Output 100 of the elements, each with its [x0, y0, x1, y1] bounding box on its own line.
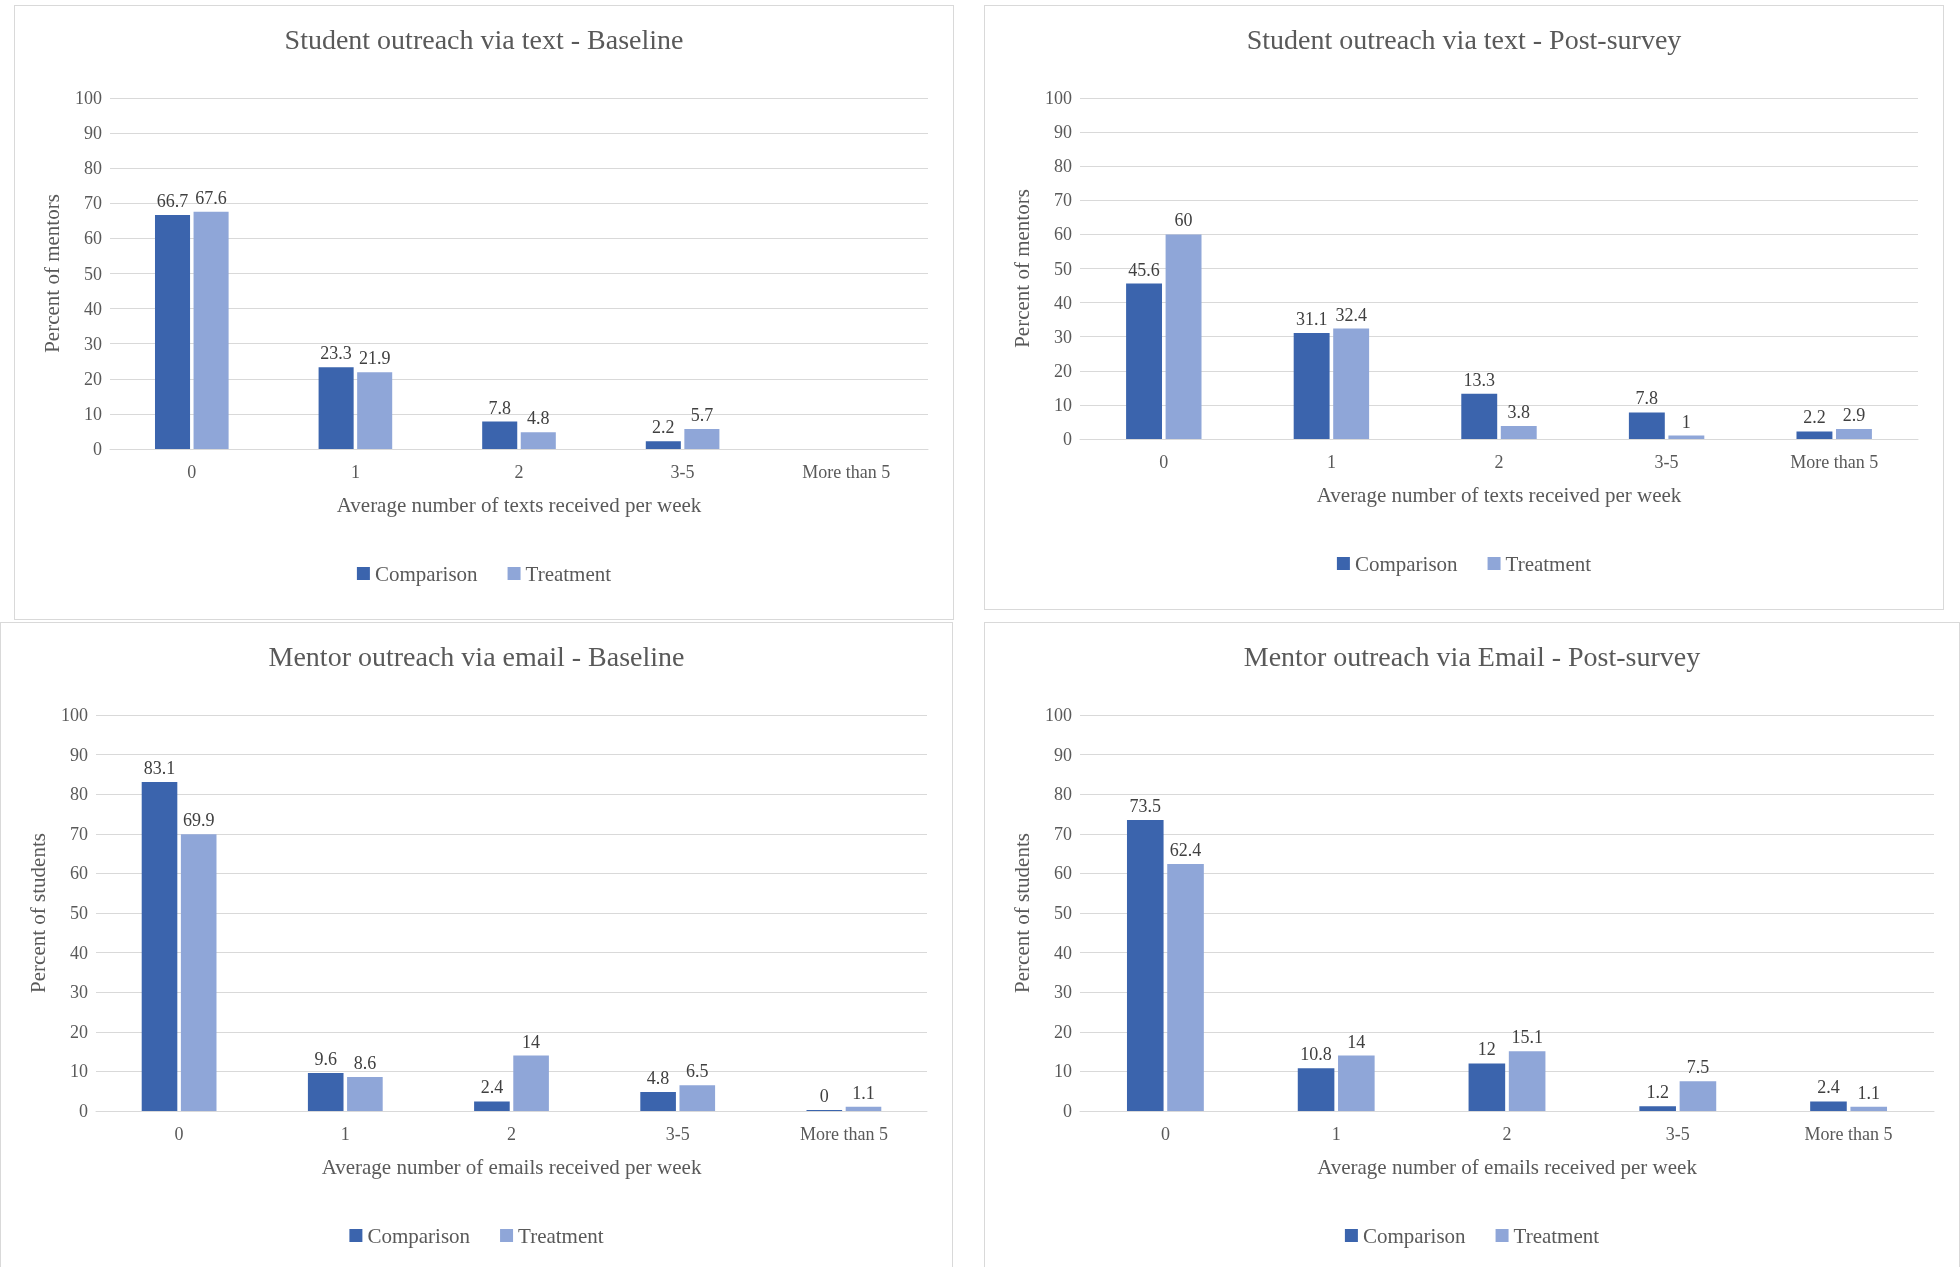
- data-label: 73.5: [1129, 795, 1162, 816]
- y-tick-label: 10: [1054, 1061, 1072, 1082]
- data-label: 5.7: [690, 404, 714, 425]
- bar: [347, 1076, 383, 1111]
- bar: [482, 421, 518, 449]
- y-tick-label: 100: [75, 88, 102, 108]
- bar: [1468, 1063, 1506, 1111]
- data-label: 2.9: [1842, 405, 1866, 426]
- data-label: 13.3: [1463, 369, 1495, 390]
- y-tick-label: 40: [70, 942, 88, 963]
- x-tick-label: 0: [1160, 1124, 1170, 1144]
- legend-label: Treatment: [518, 1223, 604, 1248]
- legend-label: Treatment: [525, 561, 612, 586]
- bar: [1333, 328, 1370, 439]
- legend-label: Comparison: [367, 1223, 471, 1248]
- y-tick-label: 70: [84, 193, 102, 214]
- chart-title: Mentor outreach via email - Baseline: [268, 640, 685, 672]
- y-axis-title: Percent of mentors: [1009, 189, 1034, 348]
- x-tick-label: 3-5: [665, 1124, 690, 1144]
- x-tick-label: 2: [507, 1124, 516, 1144]
- legend-label: Comparison: [1354, 551, 1459, 576]
- bar: [1796, 431, 1833, 439]
- data-label: 4.8: [527, 408, 550, 429]
- x-tick-label: More than 5: [1790, 452, 1879, 472]
- legend-label: Comparison: [374, 561, 479, 586]
- y-tick-label: 80: [1054, 784, 1072, 805]
- x-tick-label: 1: [350, 462, 360, 482]
- bar: [1679, 1081, 1717, 1111]
- data-label: 7.5: [1686, 1057, 1710, 1078]
- bar: [1850, 1106, 1888, 1111]
- data-label: 2.4: [480, 1077, 504, 1098]
- data-label: 14: [1347, 1031, 1366, 1052]
- data-label: 8.6: [353, 1052, 377, 1073]
- bar: [513, 1055, 549, 1111]
- chart-title: Student outreach via text - Post-survey: [1246, 23, 1682, 55]
- x-tick-label: More than 5: [1804, 1124, 1893, 1144]
- data-label: 1.1: [1857, 1082, 1880, 1103]
- data-label: 62.4: [1169, 839, 1202, 860]
- data-label: 9.6: [314, 1048, 337, 1069]
- data-label: 23.3: [320, 343, 352, 364]
- x-tick-label: 2: [1494, 452, 1504, 472]
- data-label: 31.1: [1295, 308, 1328, 329]
- x-tick-label: 1: [340, 1124, 350, 1144]
- bar: [1836, 429, 1872, 439]
- y-tick-label: 100: [61, 705, 88, 725]
- data-label: 1.1: [852, 1082, 875, 1103]
- y-tick-label: 40: [84, 298, 102, 319]
- y-tick-label: 20: [84, 368, 102, 389]
- y-tick-label: 40: [1054, 942, 1072, 963]
- data-label: 69.9: [182, 810, 215, 831]
- x-tick-label: 0: [187, 462, 197, 482]
- data-label: 83.1: [143, 757, 176, 778]
- bar: [1167, 863, 1204, 1111]
- bar: [1639, 1106, 1676, 1111]
- y-tick-label: 50: [1054, 258, 1072, 279]
- bar: [520, 432, 556, 449]
- bar: [357, 372, 393, 449]
- y-tick-label: 0: [1063, 1101, 1072, 1121]
- data-label: 14: [522, 1031, 541, 1052]
- legend-label: Treatment: [1513, 1223, 1600, 1248]
- x-tick-label: 3-5: [1665, 1124, 1690, 1144]
- bar: [318, 367, 354, 449]
- x-tick-label: 0: [1159, 452, 1169, 472]
- y-tick-label: 60: [70, 863, 88, 884]
- y-tick-label: 30: [70, 982, 88, 1003]
- data-label: 32.4: [1335, 304, 1367, 325]
- y-tick-label: 60: [1054, 863, 1072, 884]
- bar: [1293, 332, 1330, 439]
- x-tick-label: 1: [1326, 452, 1336, 472]
- bar: [1165, 234, 1202, 439]
- x-tick-label: 3-5: [1654, 452, 1679, 472]
- y-tick-label: 60: [84, 228, 102, 249]
- y-tick-label: 20: [1054, 1021, 1072, 1042]
- y-tick-label: 90: [84, 123, 102, 144]
- bar: [474, 1101, 510, 1111]
- bar: [154, 214, 191, 449]
- data-label: 1.2: [1646, 1082, 1669, 1103]
- data-label: 1: [1681, 411, 1691, 432]
- y-tick-label: 70: [70, 823, 88, 844]
- y-tick-label: 50: [84, 263, 102, 284]
- bar: [1508, 1051, 1546, 1111]
- bar: [845, 1106, 882, 1111]
- data-label: 7.8: [1635, 388, 1659, 409]
- y-tick-label: 70: [1054, 823, 1072, 844]
- y-tick-label: 40: [1054, 292, 1072, 313]
- y-tick-label: 50: [1054, 903, 1072, 923]
- x-axis-title: Average number of texts received per week: [336, 492, 702, 517]
- data-label: 2.2: [652, 417, 675, 438]
- x-tick-label: 0: [174, 1124, 184, 1144]
- y-tick-label: 80: [1054, 156, 1072, 177]
- y-tick-label: 30: [84, 333, 102, 354]
- x-tick-label: 2: [514, 462, 524, 482]
- bar: [141, 781, 178, 1111]
- y-axis-title: Percent of students: [1009, 833, 1034, 993]
- data-label: 4.8: [646, 1067, 670, 1088]
- x-axis-title: Average number of texts received per week: [1316, 482, 1682, 507]
- bar: [1126, 819, 1164, 1111]
- y-tick-label: 0: [93, 439, 102, 459]
- bar: [1628, 412, 1665, 439]
- y-tick-label: 20: [70, 1021, 88, 1042]
